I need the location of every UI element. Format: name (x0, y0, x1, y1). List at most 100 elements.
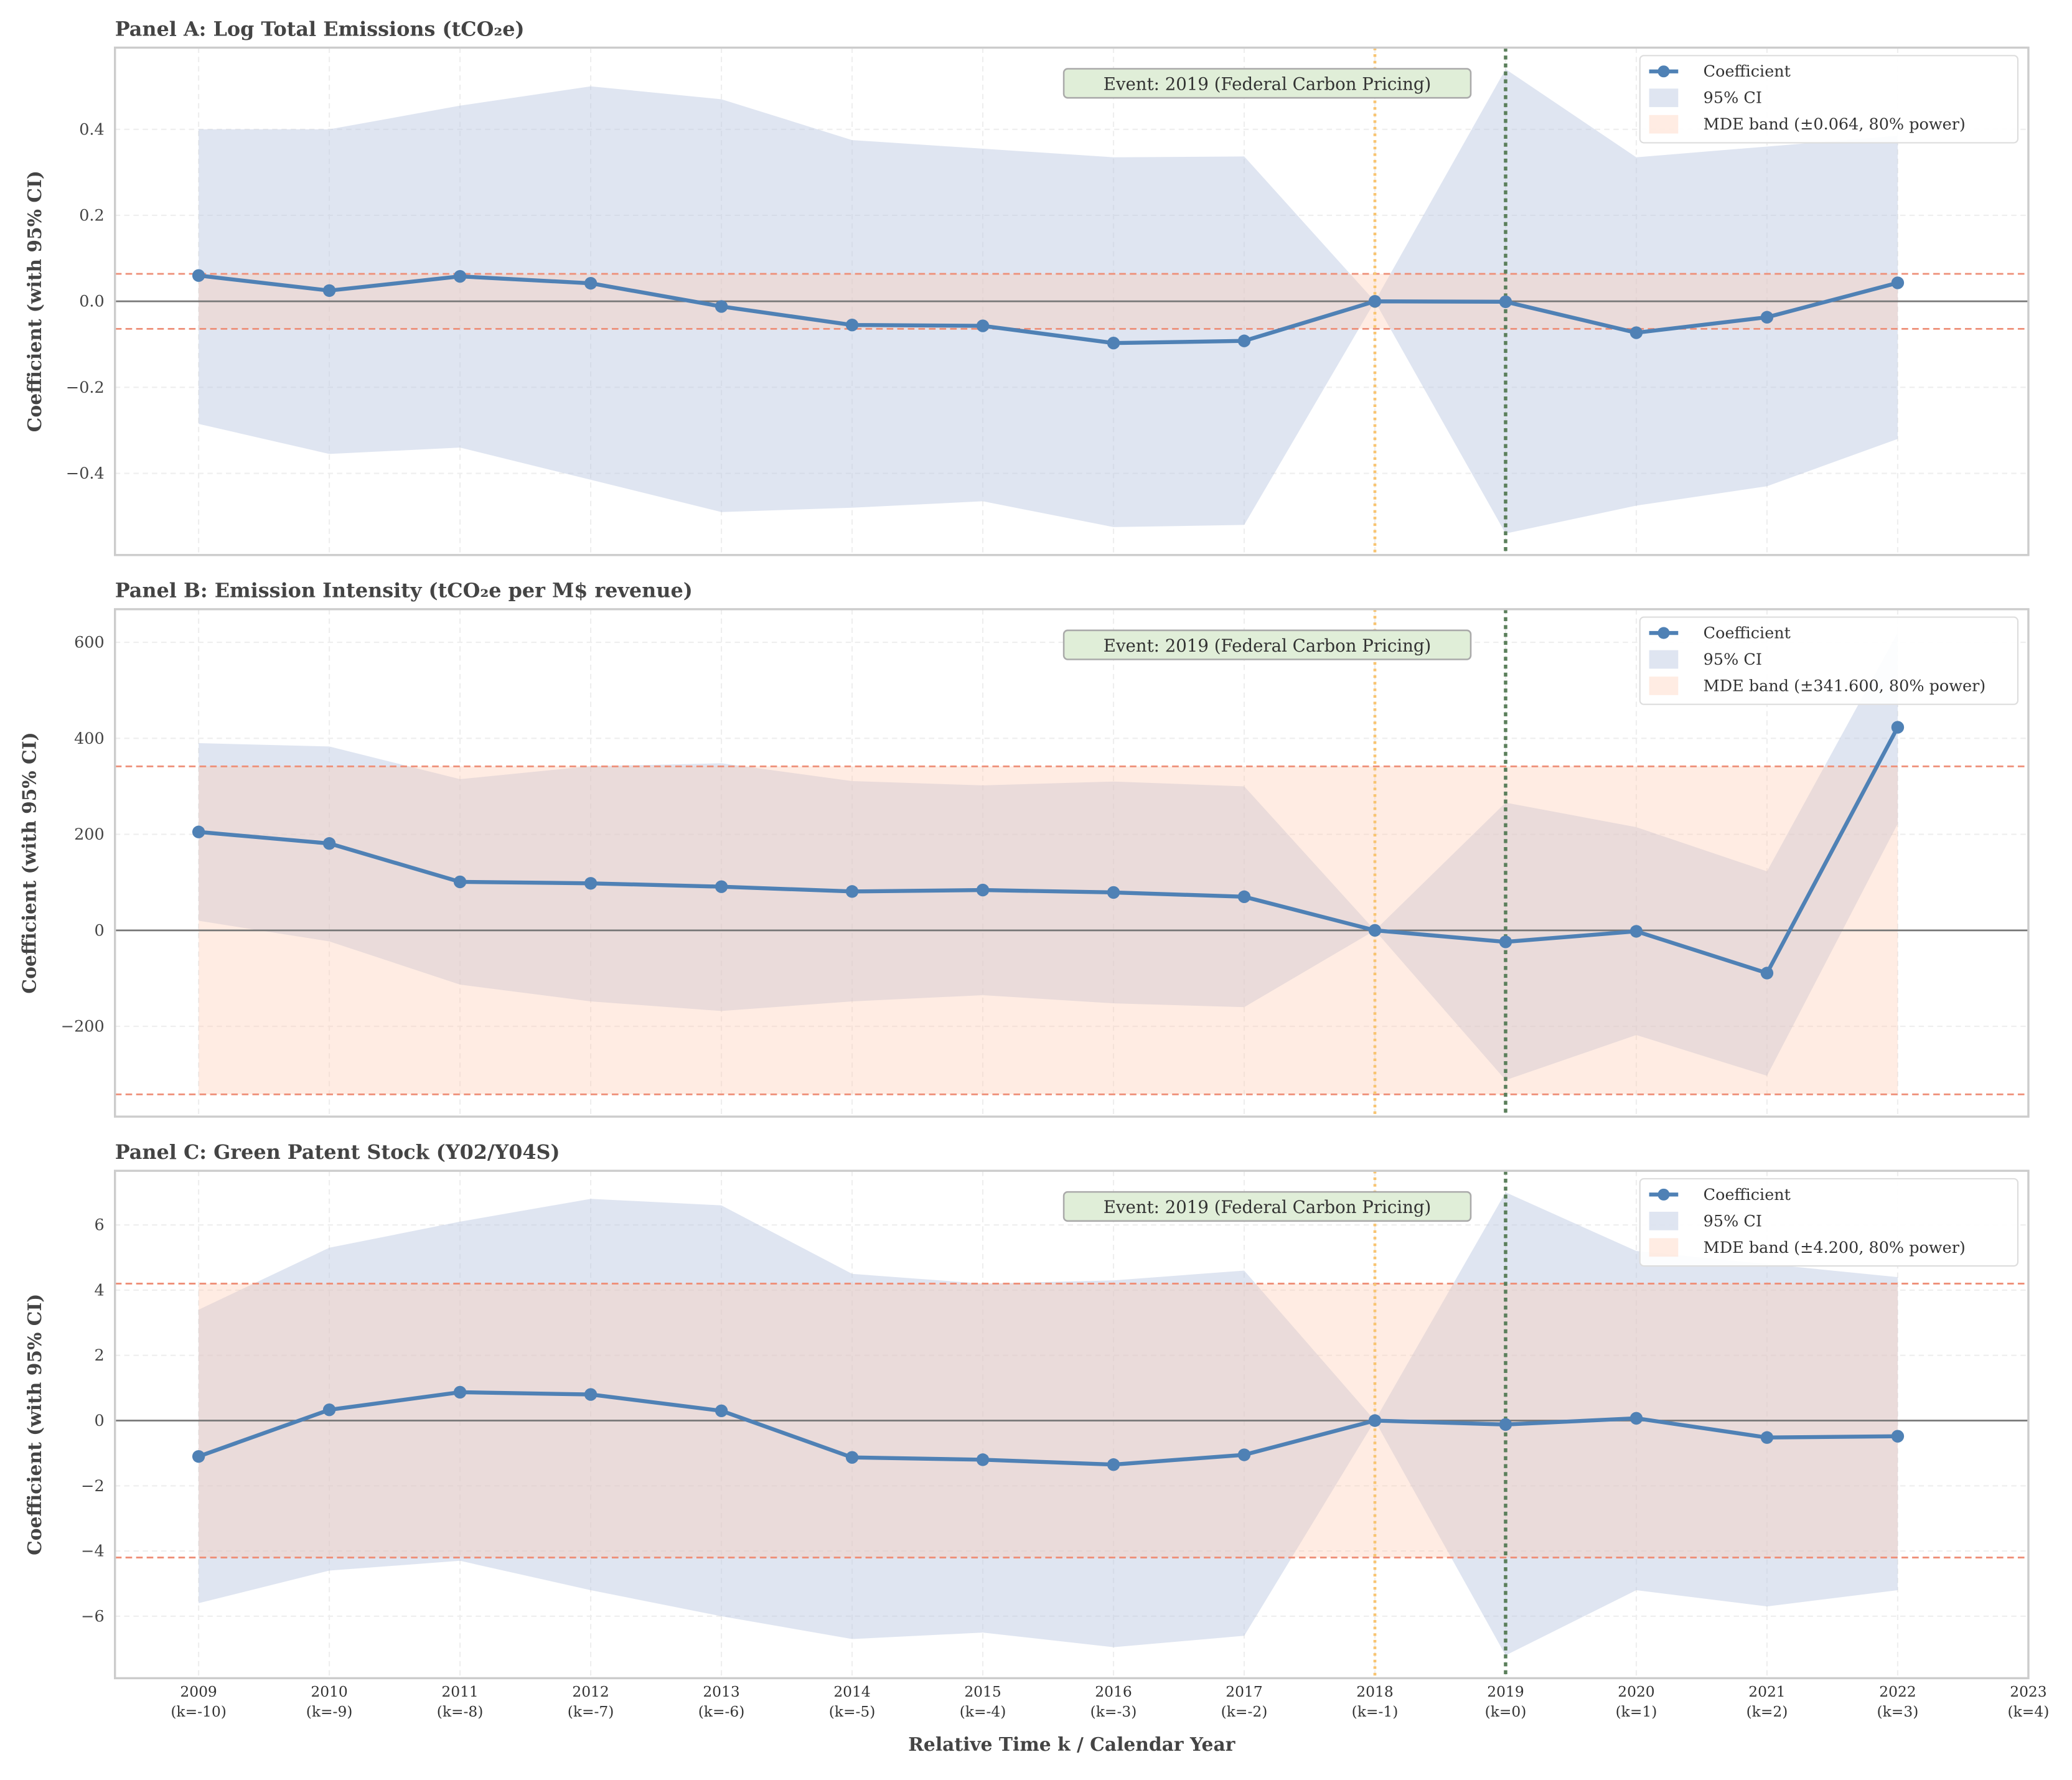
x-tick-k-label: (k=-3) (1090, 1703, 1137, 1720)
y-tick-label: −0.4 (66, 464, 105, 483)
panel-title: Panel C: Green Patent Stock (Y02/Y04S) (115, 1140, 560, 1164)
y-tick-label: 4 (95, 1281, 105, 1300)
x-tick-k-label: (k=0) (1485, 1703, 1527, 1720)
coefficient-point (1368, 294, 1382, 308)
event-annotation-text: Event: 2019 (Federal Carbon Pricing) (1104, 635, 1432, 656)
axes-frame (114, 46, 2030, 556)
panel-c: Panel C: Green Patent Stock (Y02/Y04S) Co… (24, 1140, 2030, 1680)
y-tick-label: 0 (95, 1412, 105, 1430)
coefficient-point (584, 877, 598, 890)
ci-band (199, 632, 1898, 1080)
y-tick-label: 600 (74, 634, 105, 652)
y-tick-label: 200 (74, 825, 105, 844)
y-tick-label: −6 (81, 1607, 105, 1626)
coefficient-point (1107, 336, 1120, 350)
event-annotation: Event: 2019 (Federal Carbon Pricing) (1062, 1191, 1472, 1222)
legend-ci-label: 95% CI (1704, 650, 1762, 669)
x-tick-year-label: 2022 (1879, 1683, 1916, 1700)
legend: Coefficient 95% CI MDE band (±0.064, 80% p… (1639, 55, 2019, 144)
coefficient-point (1499, 1418, 1512, 1431)
coefficient-point (1107, 1458, 1120, 1471)
x-tick-year-label: 2014 (833, 1683, 870, 1700)
legend-mde-label: MDE band (±341.600, 80% power) (1704, 677, 1986, 695)
x-tick-k-label: (k=-9) (306, 1703, 353, 1720)
legend: Coefficient 95% CI MDE band (±4.200, 80% p… (1639, 1178, 2019, 1267)
coefficient-point (845, 318, 859, 332)
event-annotation-box (1062, 1191, 1472, 1222)
coefficient-point (584, 276, 598, 290)
legend-coefficient-marker (1657, 65, 1670, 78)
x-tick-k-label: (k=1) (1616, 1703, 1657, 1720)
plot-area (115, 47, 2028, 555)
legend-ci-label: 95% CI (1704, 89, 1762, 108)
coefficient-point (192, 825, 205, 838)
event-annotation-text: Event: 2019 (Federal Carbon Pricing) (1104, 1197, 1432, 1217)
coefficient-point (192, 1450, 205, 1463)
panel-title: Panel A: Log Total Emissions (tCO₂e) (115, 17, 525, 40)
coefficient-point (1760, 967, 1774, 980)
axes-frame (114, 608, 2030, 1118)
legend: Coefficient 95% CI MDE band (±341.600, 80%… (1639, 616, 2019, 705)
legend-ci-label: 95% CI (1704, 1212, 1762, 1230)
axes-frame (114, 1169, 2030, 1680)
x-tick-year-label: 2020 (1618, 1683, 1654, 1700)
coefficient-point (322, 837, 336, 850)
x-tick-k-label: (k=-10) (171, 1703, 227, 1720)
x-tick-k-label: (k=4) (2008, 1703, 2050, 1720)
coefficient-point (453, 269, 467, 283)
legend-ci-swatch (1649, 1211, 1679, 1230)
event-annotation: Event: 2019 (Federal Carbon Pricing) (1062, 68, 1472, 99)
event-annotation-box (1062, 68, 1472, 99)
y-tick-label: 0.2 (79, 206, 105, 225)
coefficient-point (845, 1451, 859, 1464)
event-annotation: Event: 2019 (Federal Carbon Pricing) (1062, 629, 1472, 660)
legend-mde-swatch (1649, 1238, 1679, 1257)
coefficient-point (1760, 311, 1774, 324)
y-axis-label: Coefficient (with 95% CI) (24, 1294, 46, 1555)
panel-a: Panel A: Log Total Emissions (tCO₂e) Coef… (24, 17, 2030, 556)
coefficient-point (1368, 924, 1382, 937)
y-tick-label: −4 (81, 1542, 105, 1561)
x-tick-k-label: (k=3) (1877, 1703, 1919, 1720)
coefficient-point (584, 1388, 598, 1401)
x-tick-year-label: 2019 (1487, 1683, 1524, 1700)
legend-ci-swatch (1649, 88, 1679, 108)
legend-coefficient-label: Coefficient (1704, 624, 1791, 643)
coefficient-point (1760, 1431, 1774, 1444)
legend-mde-swatch (1649, 677, 1679, 695)
coefficient-point (1368, 1414, 1382, 1427)
x-tick-year-label: 2023 (2010, 1683, 2046, 1700)
y-tick-label: −0.2 (66, 378, 105, 397)
x-tick-year-label: 2017 (1226, 1683, 1262, 1700)
x-tick-k-label: (k=-1) (1352, 1703, 1399, 1720)
coefficient-point (976, 319, 990, 332)
coefficient-point (1891, 276, 1905, 289)
plot-area (115, 609, 2028, 1117)
coefficient-point (715, 880, 728, 893)
x-tick-year-label: 2012 (572, 1683, 609, 1700)
x-tick-k-label: (k=-2) (1221, 1703, 1268, 1720)
legend-mde-swatch (1649, 115, 1679, 134)
coefficient-point (715, 1404, 728, 1417)
coefficient-point (322, 1403, 336, 1417)
coefficient-point (1629, 1412, 1643, 1425)
coefficient-point (845, 885, 859, 898)
coefficient-point (192, 269, 205, 282)
x-tick-year-label: 2018 (1356, 1683, 1393, 1700)
x-tick-year-label: 2021 (1748, 1683, 1785, 1700)
coefficient-point (453, 1385, 467, 1399)
y-axis-label: Coefficient (with 95% CI) (24, 171, 46, 432)
y-tick-label: 2 (95, 1346, 105, 1365)
coefficient-point (1629, 326, 1643, 339)
y-tick-label: 0 (95, 921, 105, 940)
coefficient-point (1107, 886, 1120, 899)
plot-area (115, 1171, 2028, 1679)
legend-box (1639, 55, 2019, 144)
ci-band (199, 1192, 1898, 1656)
coefficient-point (1237, 334, 1251, 347)
legend-ci-swatch (1649, 650, 1679, 669)
coefficient-point (976, 883, 990, 897)
panel-b: Panel B: Emission Intensity (tCO₂e per M… (19, 579, 2030, 1118)
x-tick-year-label: 2009 (180, 1683, 217, 1700)
